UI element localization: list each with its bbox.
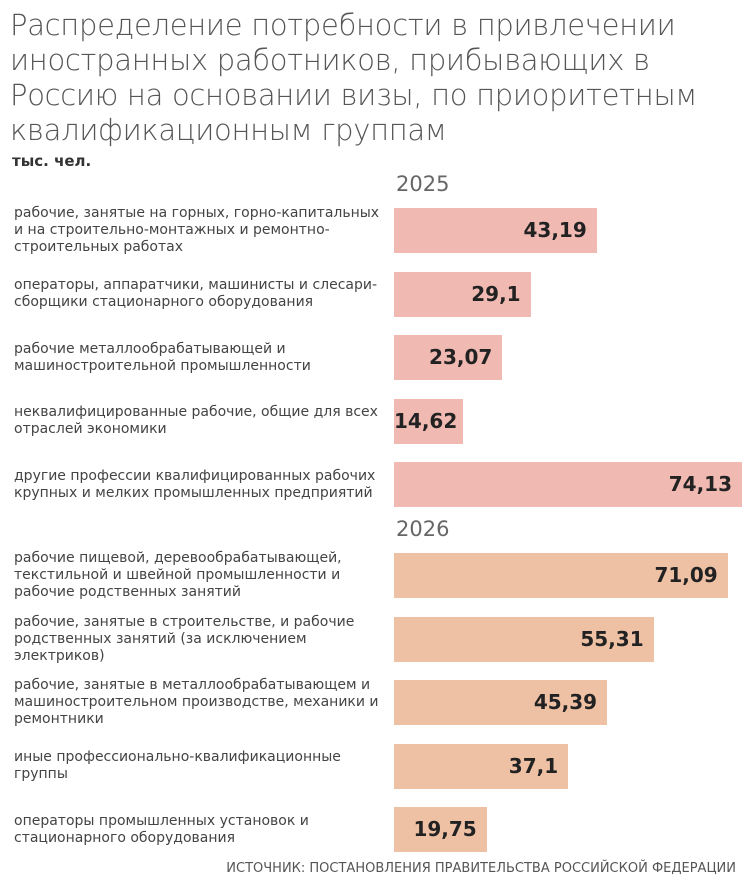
data-label: 55,31: [580, 626, 644, 651]
bar: [394, 335, 503, 381]
data-label: 71,09: [654, 563, 718, 587]
source-note: ИСТОЧНИК: ПОСТАНОВЛЕНИЯ ПРАВИТЕЛЬСТВА РО…: [226, 861, 736, 876]
bar: [394, 680, 608, 726]
category-label: операторы, аппаратчики, машинисты и слес…: [14, 277, 378, 311]
category-label: рабочие пищевой, деревообрабатывающей, т…: [14, 550, 342, 600]
bar: [394, 271, 531, 317]
bar: [394, 208, 597, 253]
category-label: рабочие, занятые на горных, горно-капита…: [14, 205, 380, 255]
bar: [394, 807, 487, 853]
category-label: иные профессионально-квалификационные гр…: [14, 749, 341, 783]
year-heading: 2026: [396, 517, 450, 541]
bar: [394, 462, 742, 508]
bar: [394, 398, 463, 444]
category-label: рабочие металлообрабатывающей и машиност…: [14, 340, 311, 374]
category-label: другие профессии квалифицированных рабоч…: [14, 467, 376, 501]
category-label: неквалифицированные рабочие, общие для в…: [14, 404, 378, 438]
data-label: 37,1: [508, 753, 559, 778]
data-label: 29,1: [471, 281, 521, 306]
data-label: 43,19: [523, 218, 587, 242]
category-label: операторы промышленных установок и стаци…: [14, 812, 309, 846]
data-label: 74,13: [668, 472, 732, 497]
category-label: рабочие, занятые в строительстве, и рабо…: [14, 613, 355, 664]
bar: [394, 616, 654, 662]
data-label: 14,62: [394, 408, 458, 433]
chart-title: Распределение потребности в привлечении …: [10, 8, 697, 147]
unit-label: тыс. чел.: [12, 152, 92, 170]
year-heading: 2025: [396, 172, 450, 196]
data-label: 45,39: [533, 690, 598, 715]
category-label: рабочие, занятые в металлообрабатывающем…: [14, 677, 379, 728]
data-label: 23,07: [429, 345, 493, 370]
data-label: 19,75: [413, 817, 477, 842]
bar: [394, 553, 728, 598]
bar: [394, 743, 569, 789]
